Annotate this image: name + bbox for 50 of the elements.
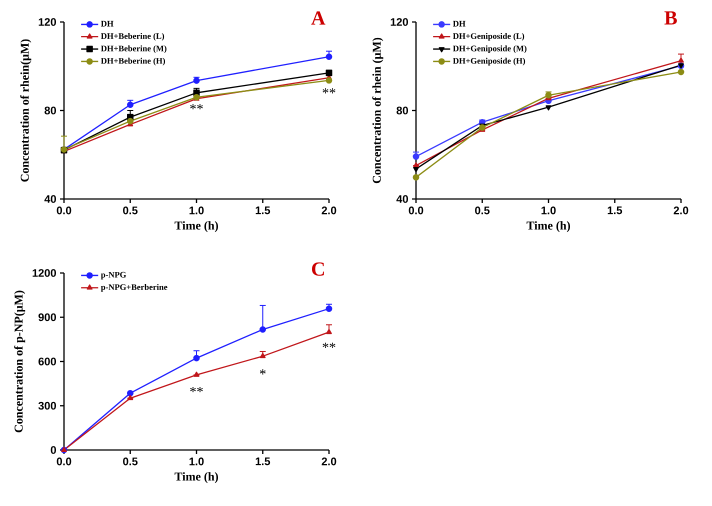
x-tick-label: 1.0: [542, 206, 556, 214]
annotation: **: [190, 104, 203, 110]
x-tick-label: 0.5: [123, 458, 138, 466]
legend-label: DH+Beberine (M): [100, 45, 166, 54]
annotation: **: [322, 88, 336, 94]
x-tick-label: 0.5: [123, 206, 138, 214]
y-tick-label: 120: [38, 18, 56, 26]
x-tick-label: 0.0: [56, 458, 72, 466]
x-tick-label: 1.5: [256, 458, 270, 466]
y-tick-label: 0: [50, 446, 56, 454]
legend-label: DH+Beberine (L): [100, 32, 164, 41]
legend-label: DH: [452, 20, 466, 26]
x-tick-label: 0.5: [475, 206, 490, 214]
annotation: C: [312, 262, 324, 276]
annotation: **: [190, 387, 203, 392]
x-tick-label: 1.0: [190, 458, 204, 466]
y-axis-title: Concentration of rhein(μM): [20, 39, 32, 182]
annotation: *: [260, 369, 266, 374]
annotation: B: [664, 11, 677, 25]
x-tick-label: 2.0: [322, 458, 336, 466]
y-axis-title: Concentration of p-NP(μM): [14, 290, 26, 432]
y-tick-label: 900: [38, 313, 56, 322]
legend-label: DH+Beberine (H): [100, 58, 166, 66]
legend-label: DH+Geniposide (H): [452, 58, 526, 66]
x-tick-label: 2.0: [674, 206, 688, 214]
y-tick-label: 600: [38, 358, 56, 366]
legend-label: DH: [100, 20, 114, 26]
y-tick-label: 300: [38, 402, 56, 410]
y-tick-label: 40: [44, 195, 56, 203]
x-axis-title: Time (h): [526, 221, 570, 232]
x-axis-title: Time (h): [174, 472, 218, 484]
x-tick-label: 1.5: [608, 206, 622, 214]
y-tick-label: 80: [396, 106, 408, 114]
x-tick-label: 1.0: [190, 206, 204, 214]
y-axis-title: Concentration of rhein (μM): [372, 38, 384, 184]
legend-label: DH+Geniposide (L): [452, 32, 524, 41]
legend-label: p-NPG: [100, 272, 126, 280]
y-tick-label: 1200: [32, 269, 56, 277]
y-tick-label: 80: [44, 106, 56, 114]
legend-label: p-NPG+Berberine: [100, 284, 168, 292]
x-tick-label: 0.0: [56, 206, 72, 214]
x-tick-label: 1.5: [256, 206, 270, 214]
x-tick-label: 2.0: [322, 206, 336, 214]
x-axis-title: Time (h): [174, 221, 218, 232]
annotation: **: [322, 342, 336, 348]
x-tick-label: 0.0: [408, 206, 424, 214]
y-tick-label: 40: [396, 195, 408, 203]
y-tick-label: 120: [390, 18, 408, 26]
legend-label: DH+Geniposide (M): [452, 45, 526, 54]
annotation: A: [311, 11, 326, 25]
